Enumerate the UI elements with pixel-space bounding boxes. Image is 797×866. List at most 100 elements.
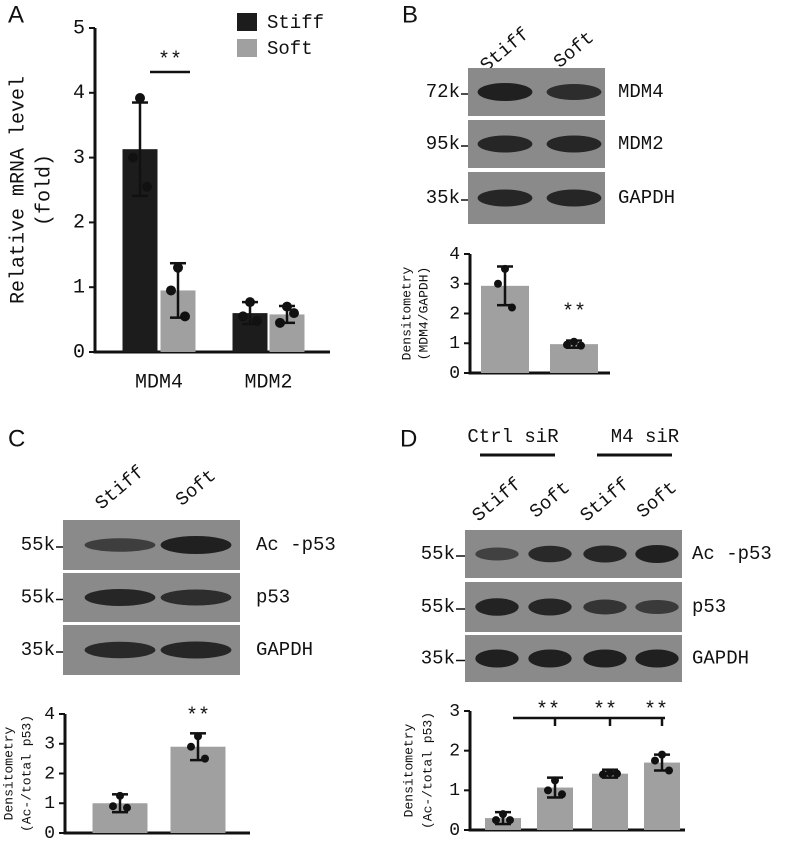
blot-band [84, 641, 156, 659]
data-point [166, 285, 176, 296]
lane-label: Soft [632, 477, 681, 523]
blot-band [84, 589, 156, 606]
data-point [173, 262, 183, 273]
y-axis-label: Densitometry [1, 726, 16, 820]
y-axis-label: (fold) [33, 154, 56, 226]
group-label: Ctrl siR [467, 426, 558, 448]
data-point [245, 297, 255, 308]
blot-band [528, 545, 572, 563]
size-marker: 55k [21, 534, 55, 556]
panel-label: D [400, 425, 417, 452]
blot-band [546, 189, 602, 207]
blot-band [477, 135, 533, 153]
protein-name: GAPDH [256, 639, 313, 661]
data-point [599, 770, 607, 779]
y-tick-label: 0 [44, 824, 55, 844]
blot-band [475, 598, 519, 616]
lane-label: Stiff [91, 461, 149, 515]
data-point [109, 802, 117, 811]
blot-band [160, 641, 232, 659]
x-tick-label: MDM4 [135, 371, 183, 394]
blot-band [546, 135, 602, 153]
size-marker: 95k [426, 133, 460, 155]
data-point [238, 311, 248, 322]
y-tick-label: 2 [449, 741, 460, 761]
size-marker: 72k [426, 81, 460, 103]
data-point [116, 791, 124, 800]
data-point [499, 810, 507, 819]
blot-band [475, 547, 519, 561]
bar [592, 773, 628, 830]
y-tick-label: 5 [73, 17, 85, 40]
protein-name: p53 [256, 587, 290, 609]
data-point [275, 317, 285, 328]
data-point [558, 790, 566, 799]
y-tick-label: 4 [449, 245, 460, 265]
y-axis-label: (MDM4/GAPDH) [416, 267, 431, 361]
data-point [494, 279, 502, 288]
significance-mark: ** [562, 301, 586, 324]
legend-swatch [237, 39, 257, 57]
blot-band [583, 649, 627, 668]
blot-band [635, 649, 679, 668]
size-marker: 35k [21, 639, 55, 661]
y-tick-label: 3 [44, 735, 55, 755]
data-point [135, 92, 145, 103]
data-point [570, 337, 578, 346]
significance-mark: ** [536, 699, 560, 722]
legend-swatch [237, 13, 257, 31]
group-label: M4 siR [611, 426, 679, 448]
y-tick-label: 0 [449, 364, 460, 384]
significance-mark: ** [186, 705, 210, 728]
data-point [665, 766, 673, 775]
protein-name: GAPDH [618, 187, 675, 209]
y-tick-label: 1 [73, 276, 85, 299]
data-point [551, 776, 559, 785]
lane-label: Soft [171, 465, 220, 511]
y-axis-label: Relative mRNA level [7, 76, 30, 304]
significance-mark: ** [593, 699, 617, 722]
protein-name: GAPDH [692, 648, 749, 670]
size-marker: 55k [421, 596, 455, 618]
data-point [187, 742, 195, 751]
size-marker: 35k [426, 187, 460, 209]
y-tick-label: 1 [44, 794, 55, 814]
data-point [508, 303, 516, 312]
significance-mark: ** [644, 699, 668, 722]
blot-band [160, 536, 232, 554]
data-point [180, 311, 190, 322]
lane-label: Stiff [468, 473, 526, 527]
blot-band [635, 545, 679, 563]
y-axis-label: (Ac-/total p53) [420, 712, 435, 829]
significance-mark: ** [158, 49, 182, 72]
blot-band [546, 84, 602, 100]
blot-band [84, 538, 156, 552]
data-point [128, 152, 138, 163]
y-tick-label: 2 [449, 304, 460, 324]
legend-label: Soft [267, 38, 313, 60]
panel-label: A [8, 1, 24, 28]
data-point [201, 754, 209, 763]
blot-band [477, 189, 533, 207]
y-tick-label: 0 [449, 821, 460, 841]
data-point [492, 816, 500, 825]
data-point [194, 732, 202, 741]
lane-label: Stiff [576, 473, 634, 527]
size-marker: 35k [421, 648, 455, 670]
protein-name: MDM2 [618, 133, 664, 155]
data-point [501, 264, 509, 273]
data-point [289, 308, 299, 319]
data-point [613, 769, 621, 778]
protein-name: Ac -p53 [256, 534, 336, 556]
data-point [142, 181, 152, 192]
y-axis-label: Densitometry [399, 266, 414, 360]
y-tick-label: 1 [449, 334, 460, 354]
size-marker: 55k [21, 587, 55, 609]
blot-band [528, 598, 572, 616]
y-tick-label: 0 [73, 341, 85, 364]
data-point [544, 786, 552, 795]
blot-band [528, 649, 572, 668]
lane-label: Soft [549, 27, 598, 73]
data-point [123, 803, 131, 812]
